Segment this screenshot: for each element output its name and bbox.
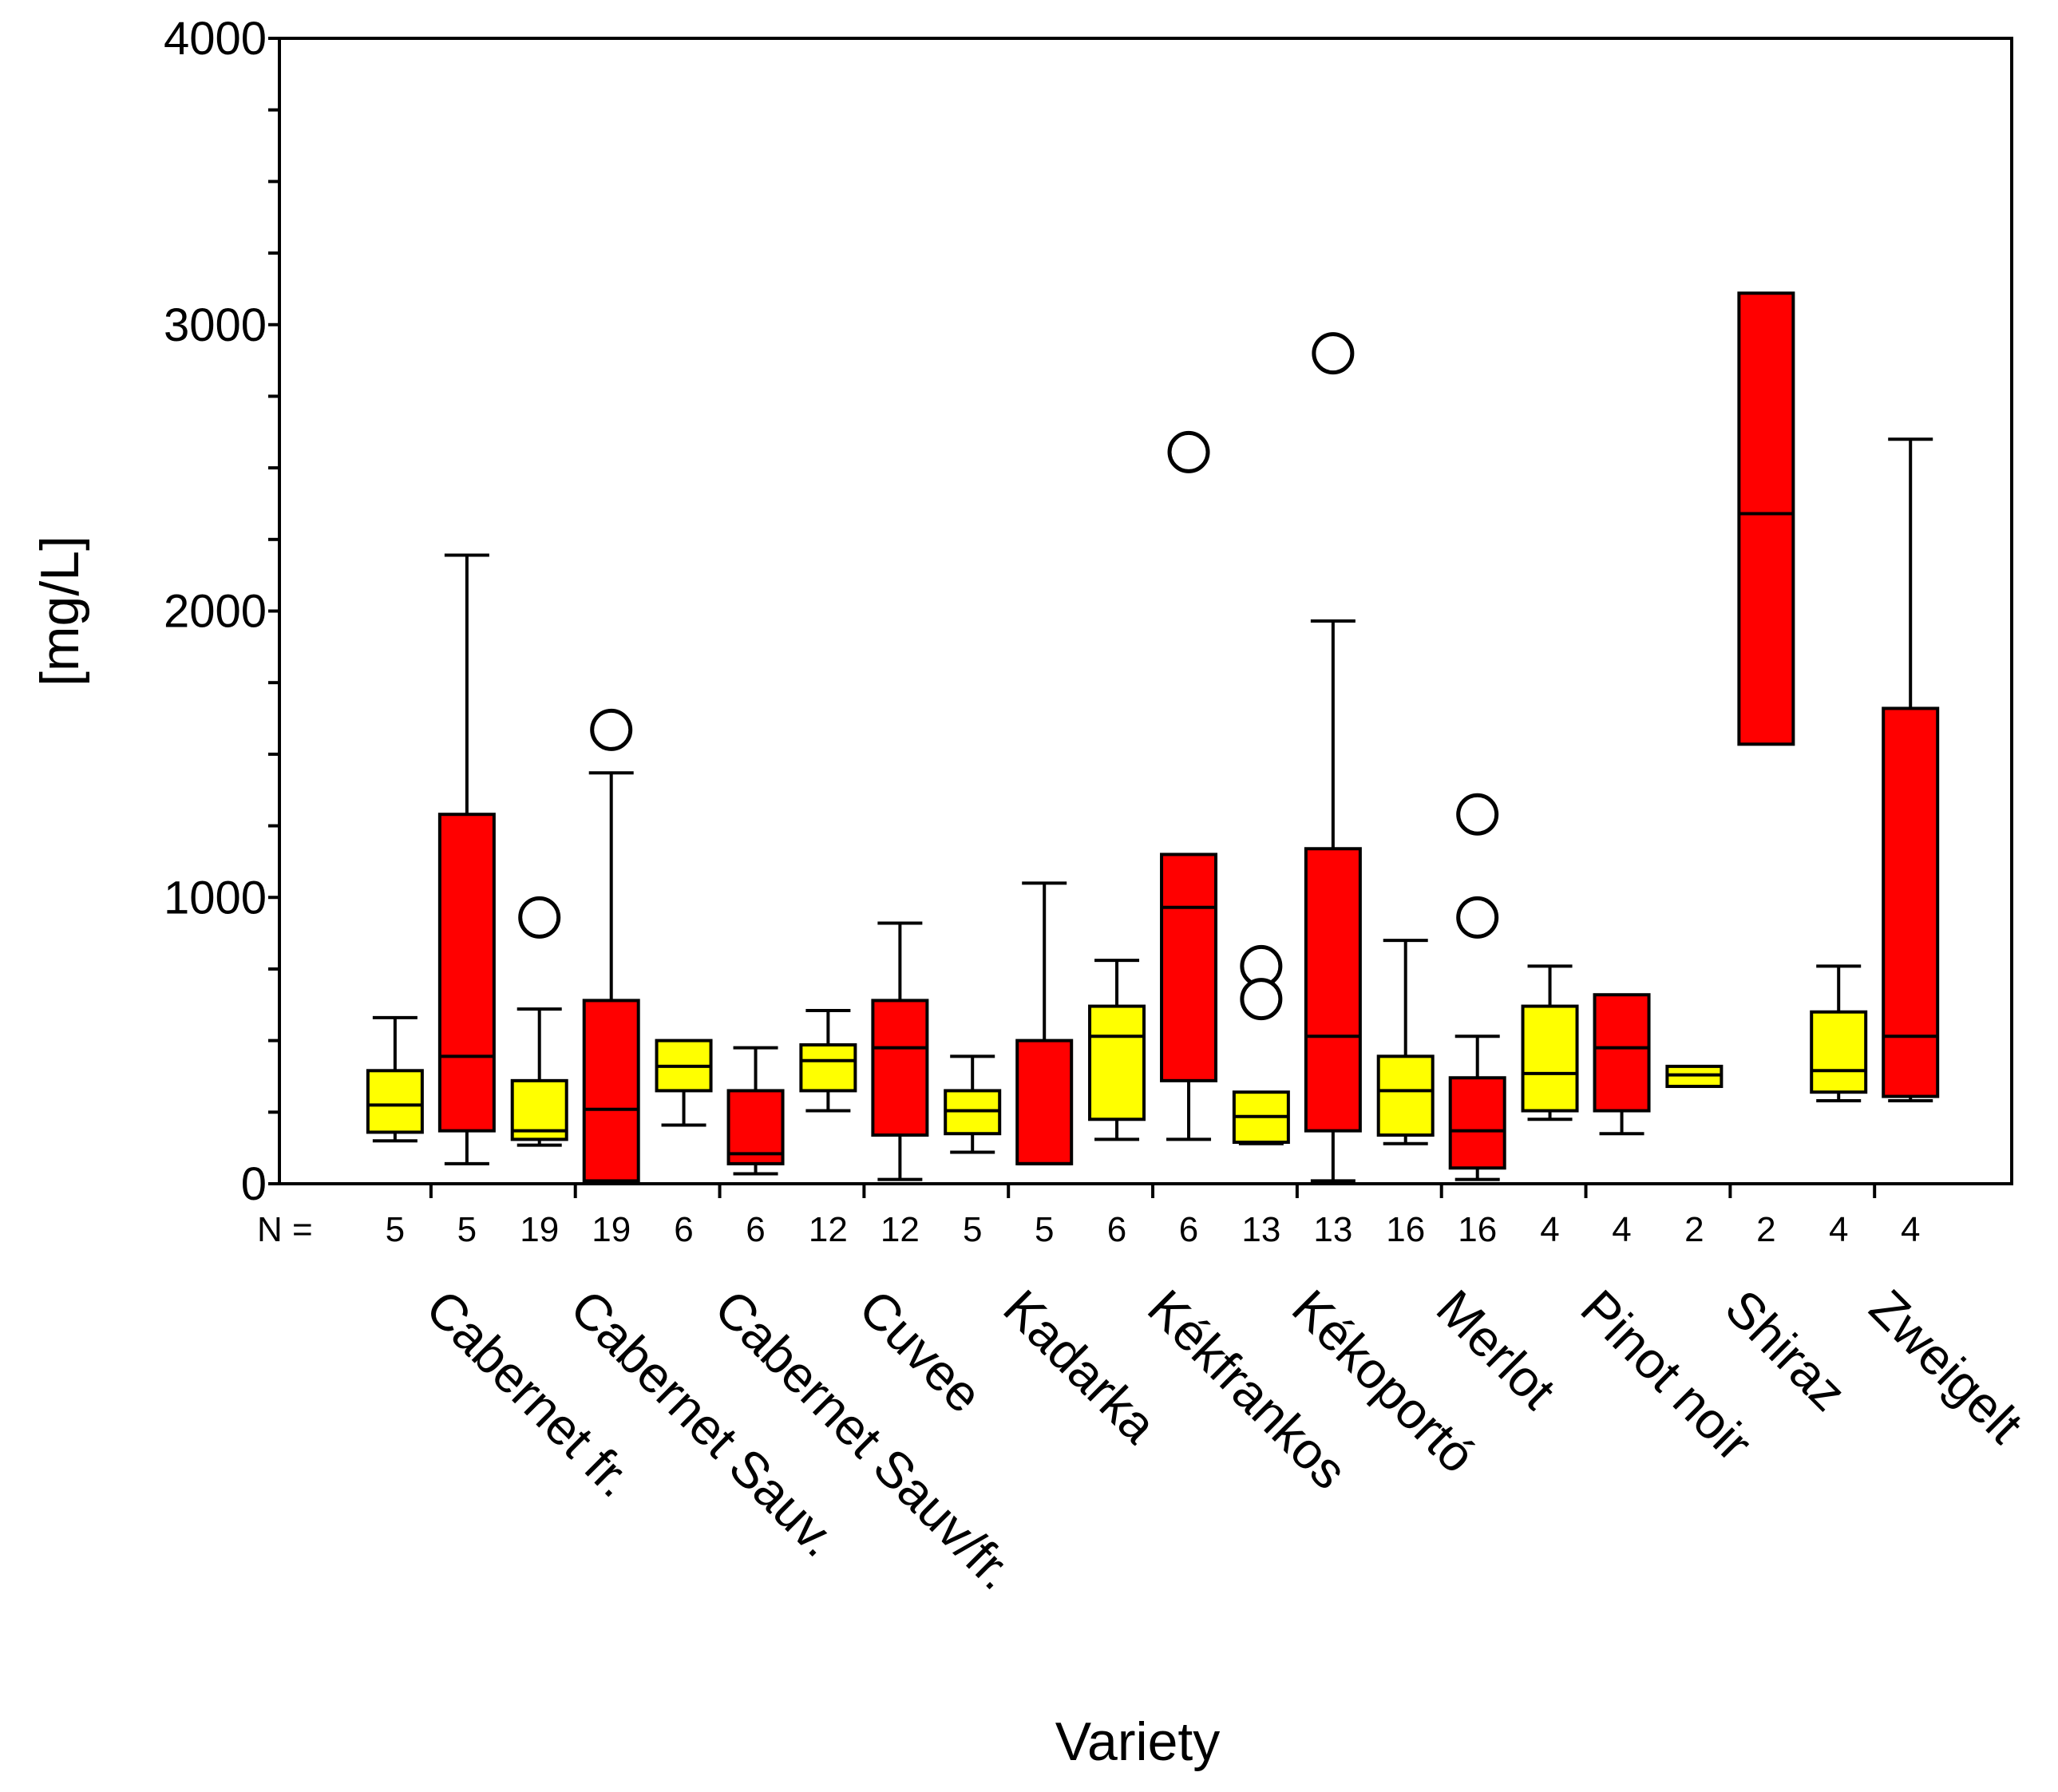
box (1304, 847, 1362, 1133)
n-count-label: 5 (963, 1210, 982, 1249)
box-group (1160, 430, 1218, 1141)
y-tick-label: 3000 (164, 299, 267, 351)
n-count-label: 6 (1107, 1210, 1126, 1249)
box-group (1376, 939, 1435, 1145)
category-label: Merlot (1426, 1279, 1567, 1420)
n-count-label: 5 (386, 1210, 405, 1249)
outlier-marker (1456, 896, 1499, 939)
box-group (366, 1015, 424, 1143)
n-count-label: 6 (674, 1210, 693, 1249)
n-count-label: 13 (1313, 1210, 1352, 1249)
box-group (510, 896, 568, 1147)
box-group (1665, 1064, 1724, 1089)
box (366, 1069, 424, 1134)
n-count-label: 13 (1241, 1210, 1280, 1249)
box-group (1882, 437, 1940, 1102)
box (1015, 1038, 1074, 1165)
n-count-label: 6 (746, 1210, 765, 1249)
box (582, 999, 640, 1183)
box (799, 1043, 857, 1093)
n-count-label: 6 (1179, 1210, 1198, 1249)
box (1448, 1076, 1506, 1170)
y-axis-title: [mg/L] (30, 536, 90, 686)
n-count-label: 16 (1458, 1210, 1497, 1249)
box-group (1088, 959, 1146, 1141)
x-axis-title: Variety (1055, 1711, 1221, 1772)
n-count-label: 12 (881, 1210, 920, 1249)
box (1593, 993, 1651, 1113)
n-count-label: 12 (809, 1210, 848, 1249)
outlier-marker (590, 708, 633, 751)
outlier-marker (1167, 430, 1210, 473)
n-count-label: 16 (1386, 1210, 1425, 1249)
outlier-marker (1240, 978, 1283, 1021)
box (1521, 1004, 1579, 1113)
box-group (1304, 332, 1362, 1183)
box (726, 1089, 785, 1165)
category-label: Cuvee (848, 1279, 993, 1424)
box (1160, 852, 1218, 1082)
y-tick-label: 2000 (164, 586, 267, 638)
box-group (1593, 993, 1651, 1136)
box (1376, 1054, 1435, 1137)
box-group (944, 1054, 1002, 1154)
n-count-label: 19 (520, 1210, 559, 1249)
box (1810, 1010, 1868, 1094)
box (1737, 291, 1795, 746)
n-count-label: 4 (1901, 1210, 1920, 1249)
category-label: Kadarka (992, 1279, 1168, 1454)
y-tick-label: 1000 (164, 872, 267, 924)
box-group (1448, 793, 1506, 1181)
box-group (1015, 881, 1074, 1165)
box (871, 999, 929, 1137)
box-group (1521, 964, 1579, 1121)
n-prefix-label: N = (257, 1210, 313, 1249)
outlier-marker (1456, 793, 1499, 836)
category-label: Cabernet Sauv. (560, 1279, 849, 1568)
box (1882, 706, 1940, 1098)
box (437, 813, 496, 1133)
box-group (871, 921, 929, 1181)
box-group (582, 708, 640, 1183)
n-count-label: 19 (592, 1210, 631, 1249)
n-count-label: 5 (1035, 1210, 1054, 1249)
box-group (1232, 944, 1290, 1145)
n-count-label: 4 (1612, 1210, 1631, 1249)
box-group (726, 1046, 785, 1176)
box-group (799, 1008, 857, 1113)
box-group (1737, 291, 1795, 746)
y-tick-label: 4000 (164, 13, 267, 65)
n-count-label: 5 (457, 1210, 477, 1249)
n-count-label: 2 (1684, 1210, 1704, 1249)
box (1088, 1004, 1146, 1121)
outlier-marker (1312, 332, 1355, 375)
y-axis-title-group: [mg/L] (30, 536, 90, 686)
boxes-layer (366, 291, 1940, 1183)
category-label: Zweigelt (1858, 1279, 2034, 1454)
category-label: Shiraz (1714, 1279, 1857, 1422)
n-count-label: 4 (1829, 1210, 1848, 1249)
box-group (655, 1038, 713, 1127)
box-group (437, 553, 496, 1165)
axes-layer (268, 37, 2013, 1198)
y-tick-label: 0 (241, 1158, 267, 1210)
outlier-marker (518, 896, 561, 939)
n-count-label: 4 (1540, 1210, 1559, 1249)
n-count-label: 2 (1756, 1210, 1775, 1249)
box-group (1810, 964, 1868, 1102)
